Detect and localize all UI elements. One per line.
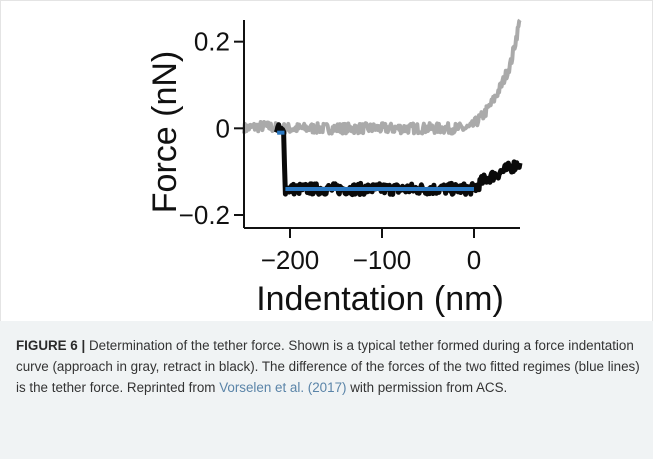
citation-link[interactable]: Vorselen et al. (2017) xyxy=(219,380,347,395)
figure-label: FIGURE 6 | xyxy=(16,338,86,353)
retract-curve xyxy=(273,122,523,198)
x-tick-label: −100 xyxy=(353,245,412,275)
x-axis-label: Indentation (nm) xyxy=(256,280,504,318)
y-axis-label: Force (nN) xyxy=(146,51,184,213)
y-tick-label: 0.2 xyxy=(194,27,230,57)
caption-text: Determination of the tether force. Shown… xyxy=(16,338,640,395)
x-tick-label: 0 xyxy=(467,245,481,275)
figure-caption: FIGURE 6 | Determination of the tether f… xyxy=(16,335,641,398)
y-tick-label: 0 xyxy=(216,113,230,143)
approach-curve xyxy=(242,18,522,136)
caption-text-end: with permission from ACS. xyxy=(346,380,508,395)
caption-box xyxy=(0,321,653,459)
chart-axes: 0.2 0 −0.2 −200 −100 0 xyxy=(179,20,520,275)
x-tick-label: −200 xyxy=(261,245,320,275)
y-tick-label: −0.2 xyxy=(179,200,230,230)
chart-lines xyxy=(242,18,523,198)
force-indentation-chart: 0.2 0 −0.2 −200 −100 0 Indentation (nm) Force… xyxy=(146,18,523,318)
